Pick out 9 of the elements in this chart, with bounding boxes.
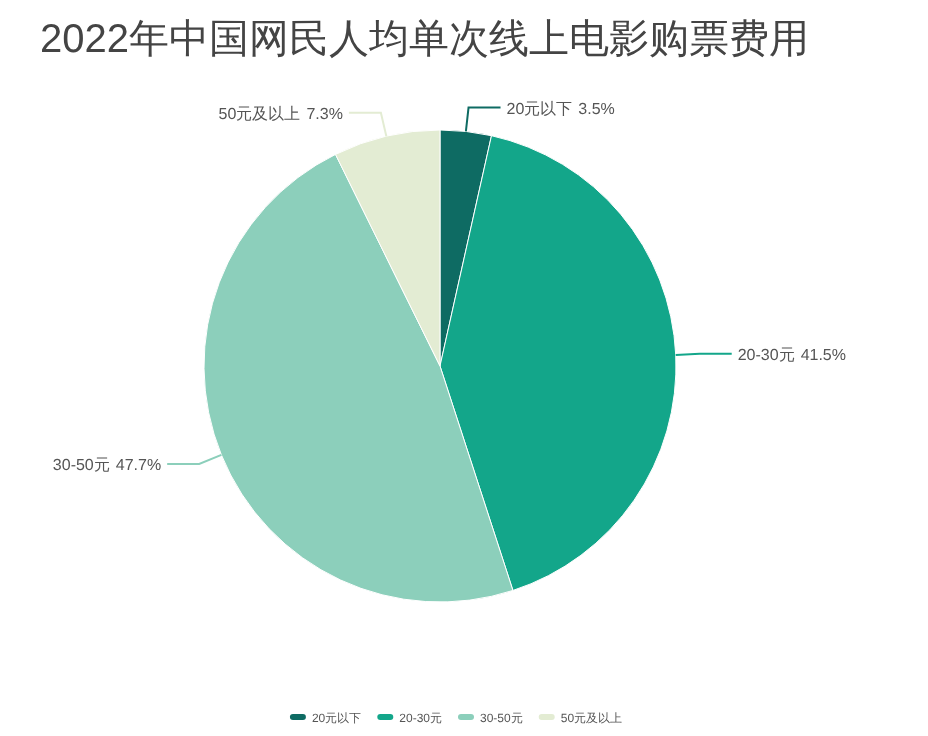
chart-title: 2022年中国网民人均单次线上电影购票费用 [40,18,809,62]
data-label: 3.5% [578,99,615,118]
slice-label: 30-50元 [52,455,110,474]
slice-label: 20元以下 [506,99,573,118]
slice-label: 50元及以上 [218,104,301,123]
data-label: 47.7% [115,455,162,474]
data-label: 7.3% [306,104,343,123]
data-label: 41.5% [800,345,847,364]
slice-label: 20-30元 [737,345,795,364]
